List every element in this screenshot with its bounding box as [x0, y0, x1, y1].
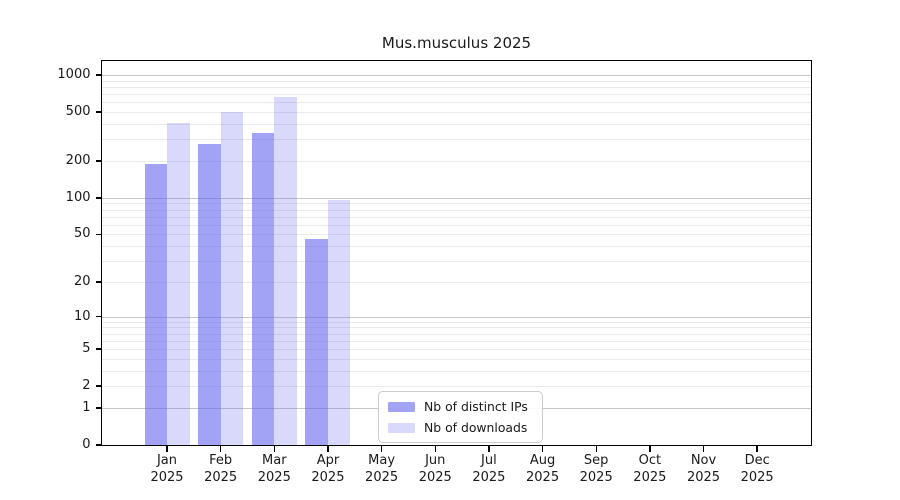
y-tick-mark [95, 281, 102, 283]
y-tick-label: 5 [82, 341, 91, 357]
chart-title: Mus.musculus 2025 [381, 34, 532, 52]
minor-gridline [102, 224, 811, 226]
x-tick-mark [380, 446, 383, 452]
y-tick-label: 10 [73, 308, 91, 324]
x-tick-label: Dec 2025 [740, 453, 774, 485]
plot-area [102, 61, 811, 445]
y-tick-mark [95, 348, 102, 350]
legend-item-distinct-ips: Nb of distinct IPs [388, 399, 534, 414]
y-tick-mark [95, 160, 102, 162]
x-tick-label: Jul 2025 [472, 453, 506, 485]
bar-distinct-ips [305, 238, 328, 445]
major-gridline [102, 316, 811, 318]
y-tick-label: 100 [65, 189, 91, 205]
bar-downloads [220, 112, 244, 445]
x-tick-mark [219, 446, 222, 452]
y-tick-mark [95, 407, 102, 409]
minor-gridline [102, 327, 811, 329]
bar-distinct-ips [198, 143, 221, 445]
minor-gridline [102, 161, 811, 162]
y-tick-label: 2 [82, 378, 91, 394]
x-tick-mark [434, 446, 436, 452]
legend-swatch-distinct-ips [388, 401, 415, 412]
minor-gridline [102, 370, 811, 372]
legend-item-downloads: Nb of downloads [388, 420, 534, 435]
major-gridline [102, 75, 811, 77]
x-tick-mark [541, 446, 544, 452]
y-tick-label: 1 [82, 399, 91, 415]
x-tick-mark [327, 446, 329, 452]
x-tick-mark [595, 446, 597, 452]
x-tick-mark [702, 446, 705, 452]
x-tick-label: Aug 2025 [526, 453, 560, 485]
y-tick-label: 50 [73, 226, 91, 242]
minor-gridline [102, 261, 811, 263]
minor-gridline [102, 349, 811, 351]
legend: Nb of distinct IPs Nb of downloads [378, 391, 543, 443]
legend-label: Nb of downloads [424, 420, 528, 435]
y-tick-mark [95, 315, 102, 318]
minor-gridline [102, 386, 811, 388]
minor-gridline [102, 102, 811, 104]
minor-gridline [102, 112, 811, 114]
x-tick-label: Nov 2025 [686, 453, 721, 485]
minor-gridline [102, 246, 811, 248]
x-tick-label: Mar 2025 [257, 453, 291, 485]
minor-gridline [102, 333, 811, 335]
y-tick-label: 200 [65, 153, 91, 168]
minor-gridline [102, 216, 811, 218]
x-tick-mark [166, 446, 168, 452]
legend-swatch-downloads [388, 422, 415, 433]
bar-downloads [327, 200, 351, 445]
y-tick-label: 20 [73, 273, 91, 289]
y-tick-mark [95, 111, 102, 113]
minor-gridline [102, 209, 811, 211]
x-tick-label: May 2025 [365, 453, 399, 485]
x-tick-mark [649, 446, 651, 452]
bar-distinct-ips [251, 133, 275, 445]
x-tick-label: Feb 2025 [204, 453, 238, 485]
minor-gridline [102, 321, 811, 323]
y-tick-mark [95, 233, 102, 236]
y-tick-mark [95, 385, 102, 387]
x-tick-label: Jun 2025 [418, 453, 452, 485]
minor-gridline [102, 358, 811, 360]
x-tick-label: Apr 2025 [311, 453, 345, 485]
bar-downloads [167, 123, 190, 445]
minor-gridline [102, 234, 811, 236]
y-tick-label: 500 [65, 104, 91, 120]
y-tick-label: 0 [82, 437, 91, 452]
legend-label: Nb of distinct IPs [424, 399, 528, 414]
minor-gridline [102, 340, 811, 342]
bar-downloads [274, 96, 297, 445]
y-tick-mark [95, 197, 102, 199]
minor-gridline [102, 86, 811, 88]
minor-gridline [102, 203, 811, 205]
bar-distinct-ips [144, 163, 167, 445]
minor-gridline [102, 139, 811, 141]
x-tick-label: Jan 2025 [150, 453, 184, 485]
x-tick-label: Sep 2025 [579, 453, 613, 485]
x-tick-label: Oct 2025 [633, 453, 667, 485]
major-gridline [102, 197, 811, 199]
minor-gridline [102, 94, 811, 96]
minor-gridline [102, 80, 811, 82]
x-tick-mark [488, 446, 490, 452]
y-tick-label: 1000 [57, 67, 91, 83]
minor-gridline [102, 281, 811, 283]
x-tick-mark [756, 446, 758, 452]
y-tick-mark [95, 74, 102, 76]
x-tick-mark [273, 446, 275, 452]
y-tick-mark [95, 444, 102, 446]
minor-gridline [102, 124, 811, 126]
